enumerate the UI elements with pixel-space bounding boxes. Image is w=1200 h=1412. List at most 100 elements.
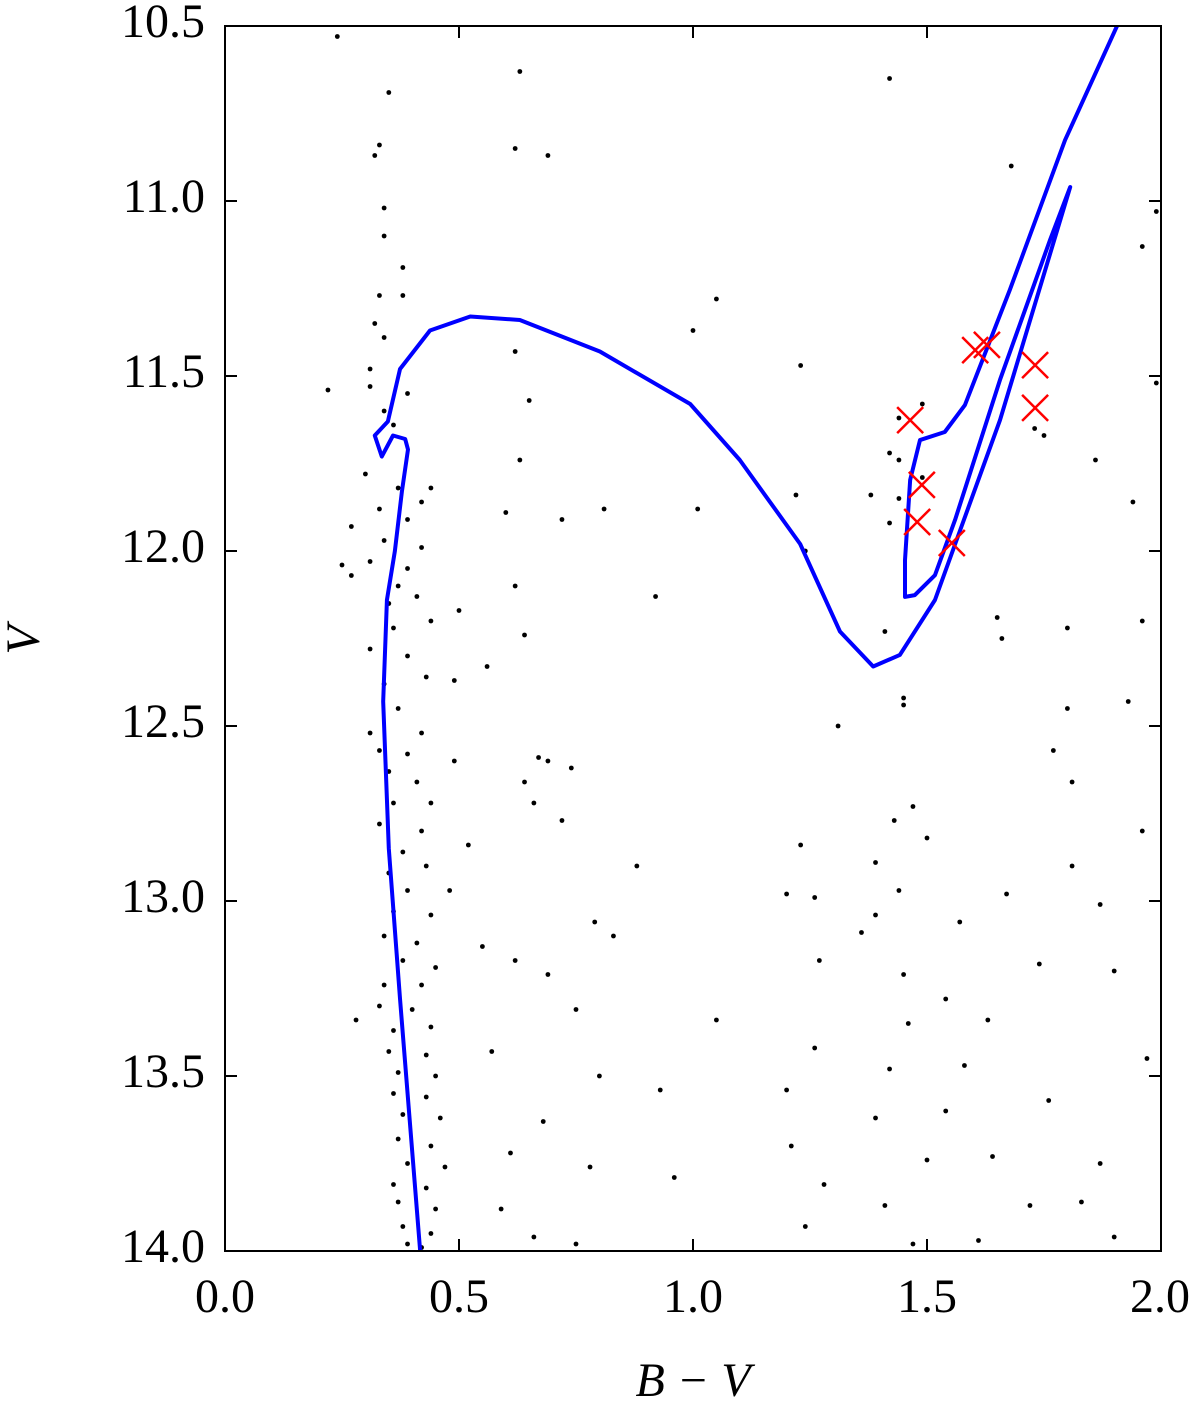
star-point — [559, 818, 565, 823]
star-point — [381, 538, 387, 543]
cross-marker — [937, 529, 966, 557]
star-point — [690, 328, 696, 333]
star-point — [395, 706, 401, 711]
star-point — [526, 398, 532, 403]
star-point — [882, 629, 888, 634]
star-point — [414, 940, 420, 946]
star-point — [873, 912, 878, 918]
star-point — [568, 765, 574, 771]
x-tick-label: 2.0 — [1130, 1270, 1190, 1323]
star-point — [1032, 426, 1038, 431]
star-point — [671, 1175, 677, 1180]
star-point — [611, 933, 616, 939]
cross-marker — [907, 470, 936, 499]
star-point — [1111, 968, 1117, 974]
star-point — [386, 1049, 392, 1054]
star-point — [905, 1021, 911, 1026]
star-point — [381, 933, 387, 939]
star-point — [887, 520, 892, 526]
x-axis-label: B − V — [635, 1354, 755, 1407]
star-point — [896, 888, 902, 893]
star-point — [325, 387, 331, 393]
x-tick-label: 0.5 — [429, 1270, 489, 1323]
star-point — [395, 583, 401, 589]
star-point — [990, 1154, 995, 1159]
star-point — [816, 958, 822, 963]
star-point — [1097, 1161, 1103, 1166]
star-point — [423, 1185, 429, 1191]
star-point — [381, 205, 387, 211]
star-point — [873, 1115, 878, 1121]
star-point — [437, 1115, 443, 1121]
star-point — [377, 1003, 382, 1009]
star-point — [405, 751, 410, 757]
star-point — [400, 265, 406, 270]
star-point — [339, 562, 345, 568]
star-point — [419, 499, 424, 505]
star-point — [419, 545, 424, 550]
star-point — [400, 849, 406, 855]
star-point — [377, 293, 382, 298]
star-point — [391, 1182, 396, 1187]
star-point — [1050, 748, 1056, 753]
star-point — [381, 408, 387, 414]
star-point — [423, 1094, 429, 1100]
star-point — [512, 146, 518, 151]
star-point — [1153, 380, 1159, 386]
cross-marker — [896, 406, 925, 434]
star-point — [512, 583, 518, 589]
star-point — [419, 982, 424, 988]
star-point — [353, 1017, 359, 1023]
star-point — [334, 34, 340, 39]
star-point — [1027, 1203, 1033, 1208]
star-point — [793, 492, 799, 498]
star-point — [901, 972, 906, 977]
star-point — [1130, 499, 1136, 505]
star-point — [531, 1234, 537, 1240]
star-point — [531, 800, 537, 806]
star-point — [428, 618, 434, 624]
star-point — [573, 1241, 579, 1247]
star-point — [428, 912, 434, 918]
star-point — [788, 1143, 794, 1149]
star-point — [573, 1007, 579, 1012]
star-point — [517, 457, 523, 463]
star-point — [428, 485, 434, 491]
star-point — [545, 972, 551, 977]
star-point — [363, 471, 368, 477]
star-point — [367, 646, 373, 652]
star-point — [653, 594, 658, 599]
isochrone-line — [372, 26, 1119, 1251]
star-point — [400, 293, 406, 298]
star-point — [442, 1164, 448, 1170]
y-tick-label: 13.0 — [121, 870, 205, 923]
star-point — [367, 559, 373, 564]
star-point — [348, 573, 354, 578]
star-point — [887, 450, 892, 456]
star-point — [868, 492, 874, 498]
star-point — [1065, 706, 1070, 711]
star-point — [1004, 891, 1009, 897]
star-point — [386, 90, 392, 95]
star-point — [985, 1017, 991, 1023]
star-point — [545, 758, 551, 764]
star-point — [381, 982, 387, 988]
star-point — [522, 779, 527, 785]
star-point — [812, 895, 818, 900]
star-point — [377, 821, 382, 827]
star-point — [395, 485, 401, 491]
star-point — [957, 919, 963, 925]
star-point — [784, 1087, 789, 1093]
star-point — [1069, 863, 1075, 869]
x-tick-label: 1.0 — [663, 1270, 723, 1323]
star-point — [480, 944, 485, 949]
star-point — [882, 1203, 888, 1208]
x-tick-label: 1.5 — [897, 1270, 957, 1323]
star-point — [536, 755, 541, 760]
star-point — [976, 1238, 981, 1243]
star-point — [391, 625, 396, 631]
y-tick-label: 12.0 — [121, 520, 205, 573]
star-point — [802, 1224, 808, 1229]
star-point — [1041, 433, 1047, 438]
star-point — [1144, 1056, 1150, 1061]
